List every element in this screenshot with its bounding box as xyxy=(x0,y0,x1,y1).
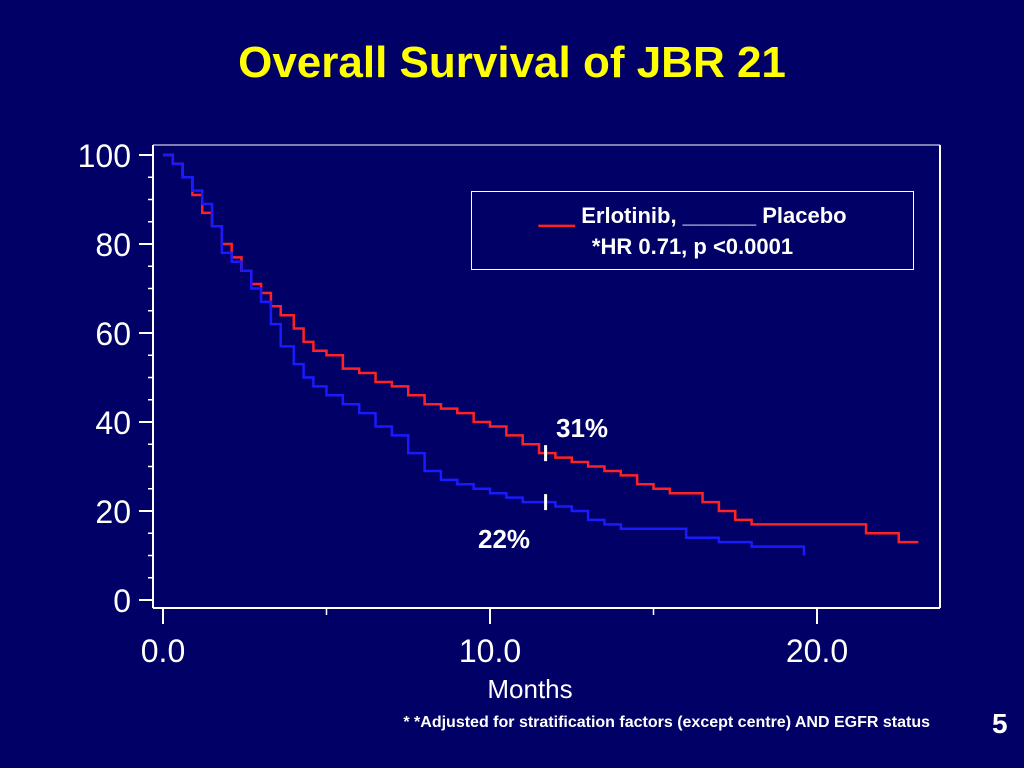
y-tick-label: 40 xyxy=(95,405,131,441)
x-axis-label: Months xyxy=(487,674,573,704)
y-tick-label: 100 xyxy=(78,138,131,174)
y-tick-label: 80 xyxy=(95,227,131,263)
series-layer xyxy=(163,153,919,556)
y-tick-label: 20 xyxy=(95,494,131,530)
y-tick-label: 60 xyxy=(95,316,131,352)
legend-series-text: Erlotinib, ______ Placebo xyxy=(575,203,847,228)
chart-title: Overall Survival of JBR 21 xyxy=(238,38,786,87)
erlotinib-legend-swatch: ___ xyxy=(538,203,576,228)
x-tick-label: 10.0 xyxy=(459,633,521,669)
legend-line-1: ___ Erlotinib, ______ Placebo xyxy=(472,203,913,229)
placebo-survival-curve xyxy=(163,153,806,556)
y-tick-label: 0 xyxy=(113,583,131,619)
erlotinib-percent-label: 31% xyxy=(556,413,609,443)
page-number: 5 xyxy=(992,708,1008,739)
legend-box: ___ Erlotinib, ______ Placebo *HR 0.71, … xyxy=(471,191,914,270)
footnote: * *Adjusted for stratification factors (… xyxy=(403,714,930,731)
placebo-percent-label: 22% xyxy=(478,524,531,554)
x-tick-label: 20.0 xyxy=(786,633,848,669)
hazard-ratio-text: *HR 0.71, p <0.0001 xyxy=(591,234,794,259)
axis-ticks: 0 20 40 60 80 100 0.0 10.0 20.0 xyxy=(78,138,849,669)
x-tick-label: 0.0 xyxy=(141,633,185,669)
